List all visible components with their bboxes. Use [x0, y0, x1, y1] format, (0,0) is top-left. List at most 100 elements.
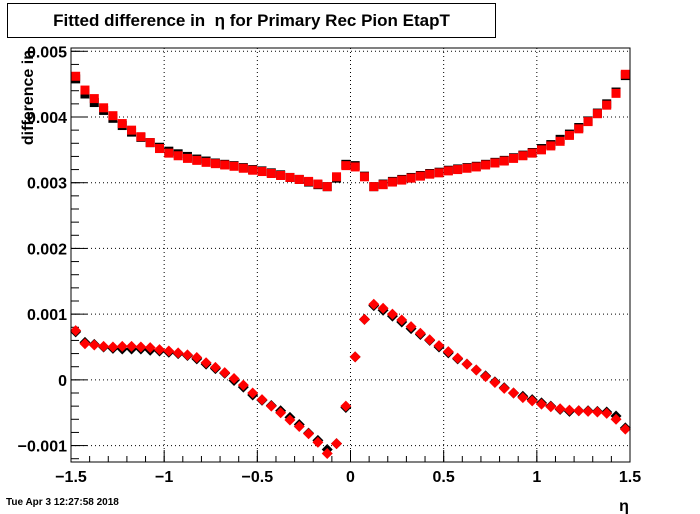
data-point — [518, 151, 528, 161]
data-point — [499, 156, 509, 166]
data-point — [611, 88, 621, 98]
data-point — [526, 395, 538, 407]
data-point — [256, 394, 268, 406]
data-point — [154, 344, 166, 356]
data-point — [377, 302, 389, 314]
data-point — [321, 447, 333, 459]
data-point — [433, 340, 445, 352]
data-point — [116, 340, 128, 352]
data-point — [470, 364, 482, 376]
data-point — [228, 373, 240, 385]
data-point — [285, 172, 295, 182]
data-point — [248, 165, 258, 175]
x-tick-label: −1 — [155, 469, 173, 486]
data-point — [293, 421, 305, 433]
data-point — [397, 175, 407, 185]
data-point — [99, 103, 109, 113]
data-point — [257, 167, 267, 177]
data-point — [574, 124, 584, 134]
data-point — [127, 125, 137, 135]
axis-layer: −1.5 −1 −0.5 0 0.5 1 1.5 −0.001 0 0.001 0.002 0.003… — [18, 44, 642, 486]
data-point — [284, 414, 296, 426]
data-point — [563, 404, 575, 416]
data-point — [582, 405, 594, 417]
data-point — [452, 352, 464, 364]
data-point — [71, 71, 81, 81]
data-point — [378, 180, 388, 190]
chart-title: Fitted difference in η for Primary Rec P… — [7, 3, 496, 38]
data-point — [237, 379, 249, 391]
data-point — [155, 144, 165, 154]
y-axis-title: difference in — [20, 50, 37, 145]
data-point — [294, 174, 304, 184]
data-point — [238, 163, 248, 173]
data-point — [164, 148, 174, 158]
data-point — [182, 153, 192, 163]
data-point — [89, 94, 99, 104]
data-point — [527, 148, 537, 158]
data-point — [619, 423, 631, 435]
data-point — [601, 407, 613, 419]
timestamp: Tue Apr 3 12:27:58 2018 — [6, 497, 119, 508]
data-point — [79, 338, 91, 350]
grid-layer — [71, 48, 630, 462]
data-point — [443, 166, 453, 176]
data-point — [358, 313, 370, 325]
data-point — [573, 405, 585, 417]
data-point — [322, 182, 332, 192]
data-point — [191, 352, 203, 364]
data-point — [172, 347, 184, 359]
data-point — [462, 163, 472, 173]
data-point — [107, 341, 119, 353]
x-tick-label: 1 — [532, 469, 541, 486]
data-point — [368, 298, 380, 310]
data-point — [517, 392, 529, 404]
data-point — [359, 172, 369, 182]
marks-layer — [70, 69, 631, 459]
data-point — [414, 327, 426, 339]
data-point — [331, 438, 343, 450]
y-tick-label: 0.003 — [27, 176, 67, 193]
data-point — [610, 413, 622, 425]
data-point — [554, 403, 566, 415]
data-point — [535, 398, 547, 410]
data-point — [80, 85, 90, 95]
data-point — [490, 158, 500, 168]
data-point — [387, 177, 397, 187]
data-point — [536, 145, 546, 155]
data-point — [88, 339, 100, 351]
data-point — [546, 141, 556, 151]
data-point — [135, 341, 147, 353]
data-point — [369, 182, 379, 192]
data-point — [434, 168, 444, 178]
y-tick-label: 0.005 — [27, 44, 67, 61]
plot-frame — [70, 47, 631, 463]
data-point — [386, 308, 398, 320]
data-point — [136, 132, 146, 142]
x-tick-label: 0 — [346, 469, 355, 486]
data-point — [98, 340, 110, 352]
data-point — [591, 406, 603, 418]
data-point — [192, 155, 202, 165]
data-point — [312, 436, 324, 448]
data-point — [340, 400, 352, 412]
y-tick-label: −0.001 — [18, 439, 67, 456]
data-point — [471, 162, 481, 172]
data-point — [332, 172, 342, 182]
data-point — [275, 407, 287, 419]
data-point — [276, 170, 286, 180]
y-tick-label: 0.002 — [27, 241, 67, 258]
data-point — [415, 171, 425, 181]
data-point — [350, 162, 360, 172]
data-point — [555, 136, 565, 146]
data-point — [480, 371, 492, 383]
data-point — [341, 161, 351, 171]
data-point — [498, 382, 510, 394]
y-tick-label: 0.004 — [27, 110, 67, 127]
data-point — [489, 376, 501, 388]
data-point — [200, 357, 212, 369]
data-point — [163, 345, 175, 357]
data-point — [145, 138, 155, 148]
data-point — [303, 428, 315, 440]
data-point — [545, 401, 557, 413]
